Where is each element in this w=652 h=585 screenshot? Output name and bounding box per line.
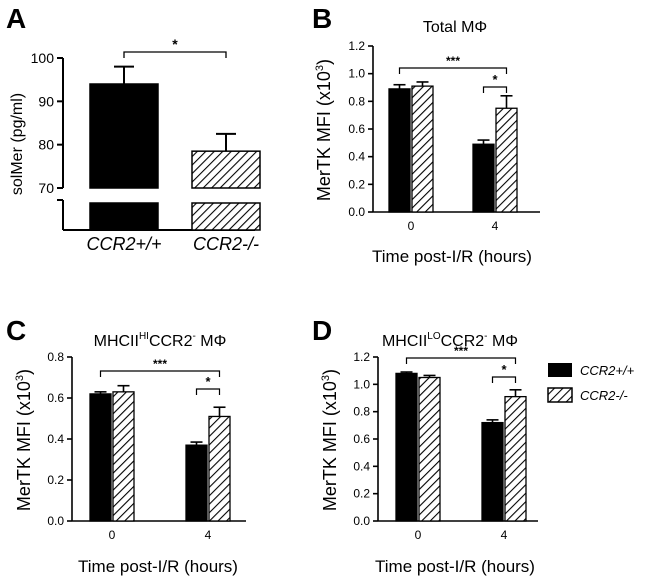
bar — [472, 143, 495, 213]
bar — [89, 393, 112, 522]
bar — [504, 395, 527, 522]
y-tick-label: 1.2 — [348, 39, 365, 53]
significance-bracket — [195, 388, 221, 395]
x-tick-label: 4 — [501, 528, 508, 542]
y-tick-label: 0.4 — [353, 459, 370, 473]
significance-label: *** — [446, 54, 460, 68]
bar — [411, 85, 434, 213]
significance-label: *** — [153, 357, 167, 371]
panel-c-title: MHCIIHICCR2- MΦ — [94, 331, 227, 350]
x-tick-label: 4 — [492, 219, 499, 233]
chart-b: 0.0 0.2 0.4 0.6 0.8 1.0 1.2 MerTK MFI (x103) Tim… — [314, 39, 540, 266]
x-tick-label: 0 — [408, 219, 415, 233]
y-axis-label: MerTK MFI (x103) — [314, 59, 334, 201]
bar — [418, 376, 441, 522]
y-axis-label: solMer (pg/ml) — [9, 93, 26, 195]
significance-label: * — [205, 374, 211, 389]
significance-label: *** — [454, 344, 468, 358]
y-tick-label: 0.0 — [47, 514, 64, 528]
chart-a: 70 80 90 100 solMer (pg/ml) CCR2+/+ CCR2-/- * — [9, 36, 261, 254]
significance-bracket — [491, 376, 517, 383]
panel-b-title: Total MΦ — [423, 19, 487, 36]
bar-base — [89, 202, 159, 231]
bar — [388, 88, 411, 213]
legend-swatch-ccr2-ko — [547, 387, 573, 403]
x-tick-label: 0 — [109, 528, 116, 542]
panel-letter-b: B — [312, 3, 332, 34]
y-tick-label: 1.2 — [353, 350, 370, 364]
legend: CCR2+/+ CCR2-/- — [547, 363, 635, 403]
x-tick-label: CCR2-/- — [193, 234, 259, 254]
y-tick-label: 100 — [31, 50, 55, 66]
y-tick-label: 0.4 — [348, 150, 365, 164]
legend-label-ccr2-wt: CCR2+/+ — [580, 363, 635, 378]
significance-label: * — [492, 72, 498, 87]
y-tick-label: 0.2 — [348, 177, 365, 191]
chart-d: 0.0 0.2 0.4 0.6 0.8 1.0 1.2 MerTK MFI (x103) Tim… — [320, 344, 538, 576]
panel-letter-d: D — [312, 315, 332, 346]
chart-c: 0.0 0.2 0.4 0.6 0.8 MerTK MFI (x103) Time post… — [14, 350, 246, 576]
y-tick-label: 70 — [38, 180, 54, 196]
x-tick-label: 4 — [205, 528, 212, 542]
y-axis-label: MerTK MFI (x103) — [14, 369, 34, 511]
x-tick-label: CCR2+/+ — [86, 234, 161, 254]
y-tick-label: 0.0 — [348, 205, 365, 219]
significance-bracket — [123, 51, 227, 58]
panel-d-title: MHCIILOCCR2- MΦ — [382, 331, 518, 350]
y-tick-label: 0.8 — [47, 350, 64, 364]
y-tick-label: 0.4 — [47, 432, 64, 446]
bar-base — [191, 202, 261, 231]
significance-bracket — [398, 67, 508, 74]
significance-bracket — [99, 370, 221, 377]
y-tick-label: 0.8 — [353, 405, 370, 419]
y-tick-label: 1.0 — [353, 377, 370, 391]
bar — [495, 107, 518, 213]
significance-bracket — [405, 357, 517, 364]
panel-letter-c: C — [6, 315, 26, 346]
x-axis-label: Time post-I/R (hours) — [372, 247, 532, 266]
bar — [481, 421, 504, 522]
x-axis-label: Time post-I/R (hours) — [375, 557, 535, 576]
significance-label: * — [501, 362, 507, 377]
bar — [89, 83, 159, 189]
bar — [112, 391, 135, 522]
panel-letter-a: A — [6, 3, 26, 34]
bar — [185, 444, 208, 522]
significance-bracket — [482, 86, 508, 93]
x-axis-label: Time post-I/R (hours) — [78, 557, 238, 576]
bar — [191, 150, 261, 189]
y-tick-label: 1.0 — [348, 67, 365, 81]
x-tick-label: 0 — [415, 528, 422, 542]
y-tick-label: 90 — [38, 93, 54, 109]
y-tick-label: 0.2 — [353, 487, 370, 501]
significance-label: * — [172, 36, 178, 52]
y-tick-label: 0.6 — [348, 122, 365, 136]
y-axis-label: MerTK MFI (x103) — [320, 369, 340, 511]
y-tick-label: 0.8 — [348, 94, 365, 108]
legend-label-ccr2-ko: CCR2-/- — [580, 388, 628, 403]
y-tick-label: 0.6 — [47, 391, 64, 405]
y-tick-label: 80 — [38, 137, 54, 153]
legend-swatch-ccr2-wt — [548, 363, 572, 377]
y-tick-label: 0.6 — [353, 432, 370, 446]
y-tick-label: 0.2 — [47, 473, 64, 487]
y-tick-label: 0.0 — [353, 514, 370, 528]
bar — [395, 372, 418, 522]
bar — [208, 415, 231, 522]
